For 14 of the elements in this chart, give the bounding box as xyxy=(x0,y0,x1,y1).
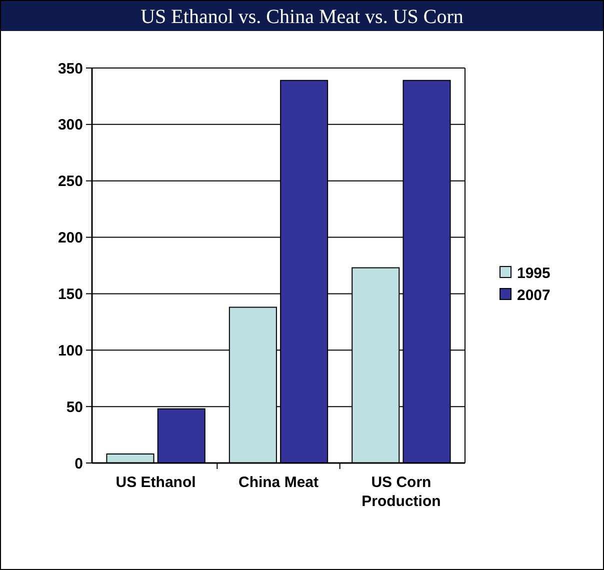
y-tick-label: 300 xyxy=(58,116,83,134)
y-tick-label: 100 xyxy=(58,342,83,360)
y-tick-label: 350 xyxy=(58,60,83,78)
x-tick-label: China Meat xyxy=(238,474,319,491)
y-tick-label: 200 xyxy=(58,230,83,247)
legend-label: 1995 xyxy=(517,264,550,282)
legend-label: 2007 xyxy=(517,286,550,304)
x-tick-label: US Corn Production xyxy=(362,474,441,510)
y-tick-label: 0 xyxy=(74,455,83,472)
x-tick-label: US Ethanol xyxy=(116,474,196,491)
chart-title: US Ethanol vs. China Meat vs. US Corn xyxy=(140,6,464,28)
y-tick-label: 250 xyxy=(58,173,83,190)
y-tick-label: 150 xyxy=(58,286,83,303)
y-tick-label: 50 xyxy=(66,398,83,416)
